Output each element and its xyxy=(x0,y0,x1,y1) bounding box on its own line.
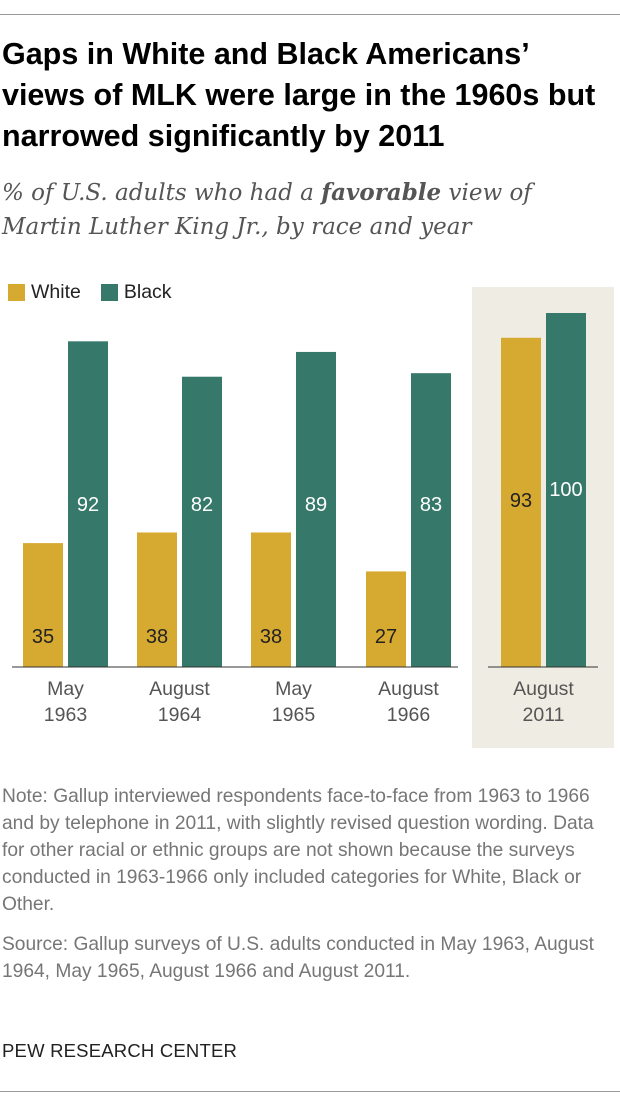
data-label-white-4: 93 xyxy=(510,490,532,512)
bar-chart: 35 92 May 1963 38 82 August 1964 38 89 May 1965 27 83… xyxy=(12,313,598,726)
category-label-4-line-1: 2011 xyxy=(523,704,565,726)
category-label-3-line-1: 1966 xyxy=(387,704,430,726)
data-label-black-3: 83 xyxy=(420,494,442,516)
legend-label-white: White xyxy=(31,280,81,303)
bar-white-0 xyxy=(23,543,63,667)
data-label-white-2: 38 xyxy=(260,626,282,648)
data-label-white-3: 27 xyxy=(375,626,397,648)
legend-item-black: Black xyxy=(100,280,172,304)
chart-subtitle: % of U.S. adults who had a favorable vie… xyxy=(2,176,612,244)
category-label-3-line-0: August xyxy=(378,678,439,700)
bar-white-4 xyxy=(501,337,541,667)
top-rule xyxy=(0,14,620,15)
legend-label-black: Black xyxy=(123,280,172,303)
bar-black-0 xyxy=(68,341,108,667)
legend-item-white: White xyxy=(8,281,81,304)
data-label-white-1: 38 xyxy=(146,626,168,648)
data-label-black-4: 100 xyxy=(549,479,582,501)
bar-white-1 xyxy=(137,532,177,667)
category-label-1-line-1: 1964 xyxy=(158,704,202,726)
category-label-2-line-1: 1965 xyxy=(272,704,316,726)
bar-black-2 xyxy=(296,351,336,667)
subtitle-text-after: view of Martin Luther King Jr., by race … xyxy=(2,180,532,240)
data-label-black-2: 89 xyxy=(305,494,327,516)
data-label-white-0: 35 xyxy=(32,626,54,648)
bar-black-4 xyxy=(546,313,586,667)
category-label-0-line-1: 1963 xyxy=(44,704,87,726)
data-label-black-0: 92 xyxy=(77,494,99,516)
legend-swatch-white xyxy=(8,283,25,301)
category-label-1-line-0: August xyxy=(149,678,210,700)
category-label-2-line-0: May xyxy=(275,678,312,700)
source-text: Source: Gallup surveys of U.S. adults co… xyxy=(2,934,594,982)
subtitle-text-before: % of U.S. adults who had a xyxy=(2,180,322,206)
category-label-0-line-0: May xyxy=(47,678,84,700)
organization-name: PEW RESEARCH CENTER xyxy=(2,1040,238,1061)
bottom-rule xyxy=(0,1091,620,1092)
bar-black-3 xyxy=(411,373,451,667)
bar-black-1 xyxy=(182,376,222,667)
subtitle-emphasis: favorable xyxy=(321,179,442,206)
bar-white-2 xyxy=(251,532,291,667)
legend: White Black xyxy=(8,279,192,305)
category-label-4-line-0: August xyxy=(513,678,574,700)
highlight-band-2011 xyxy=(472,287,614,748)
bar-white-3 xyxy=(366,571,406,667)
legend-swatch-black xyxy=(100,283,118,301)
note-text: Note: Gallup interviewed respondents fac… xyxy=(2,786,594,915)
chart-title: Gaps in White and Black Americans’ views… xyxy=(2,37,596,153)
data-label-black-1: 82 xyxy=(191,494,213,516)
